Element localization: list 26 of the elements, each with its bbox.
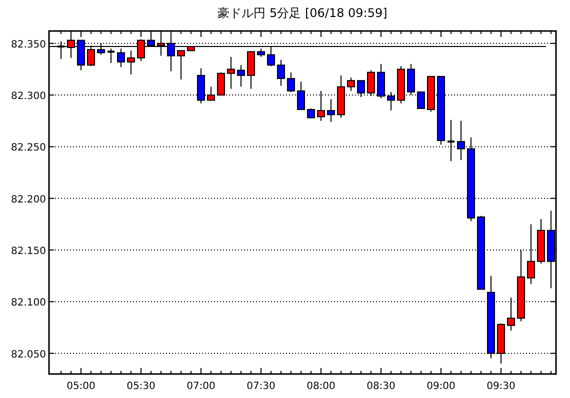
candlestick [247, 51, 255, 90]
candlestick [287, 72, 295, 92]
x-tick-label: 05:00 [66, 381, 96, 392]
candlestick [307, 108, 315, 118]
y-tick-label: 82.150 [11, 246, 46, 258]
x-tick-label: 07:30 [246, 381, 276, 392]
x-tick-label: 05:30 [126, 381, 156, 392]
candlestick [347, 76, 355, 92]
y-tick-label: 82.350 [11, 39, 46, 50]
candlestick [177, 50, 185, 80]
y-tick-label: 82.300 [11, 91, 46, 102]
candlestick [127, 50, 135, 75]
x-tick-label: 07:00 [186, 381, 216, 392]
x-tick-label: 09:30 [486, 381, 516, 392]
x-tick-label: 08:00 [306, 381, 336, 392]
candlestick [277, 59, 285, 86]
y-tick-label: 82.050 [11, 349, 46, 360]
x-tick-label: 09:00 [426, 381, 456, 392]
x-tick-label: 08:30 [366, 381, 396, 392]
candlestick [237, 64, 245, 88]
y-tick-label: 82.100 [11, 298, 46, 309]
y-tick-label: 82.200 [11, 194, 46, 206]
candlestick [327, 98, 335, 122]
candlestick [227, 56, 235, 90]
y-tick-label: 82.250 [11, 142, 46, 154]
chart-title: 豪ドル円 5分足 [06/18 09:59] [218, 6, 388, 20]
